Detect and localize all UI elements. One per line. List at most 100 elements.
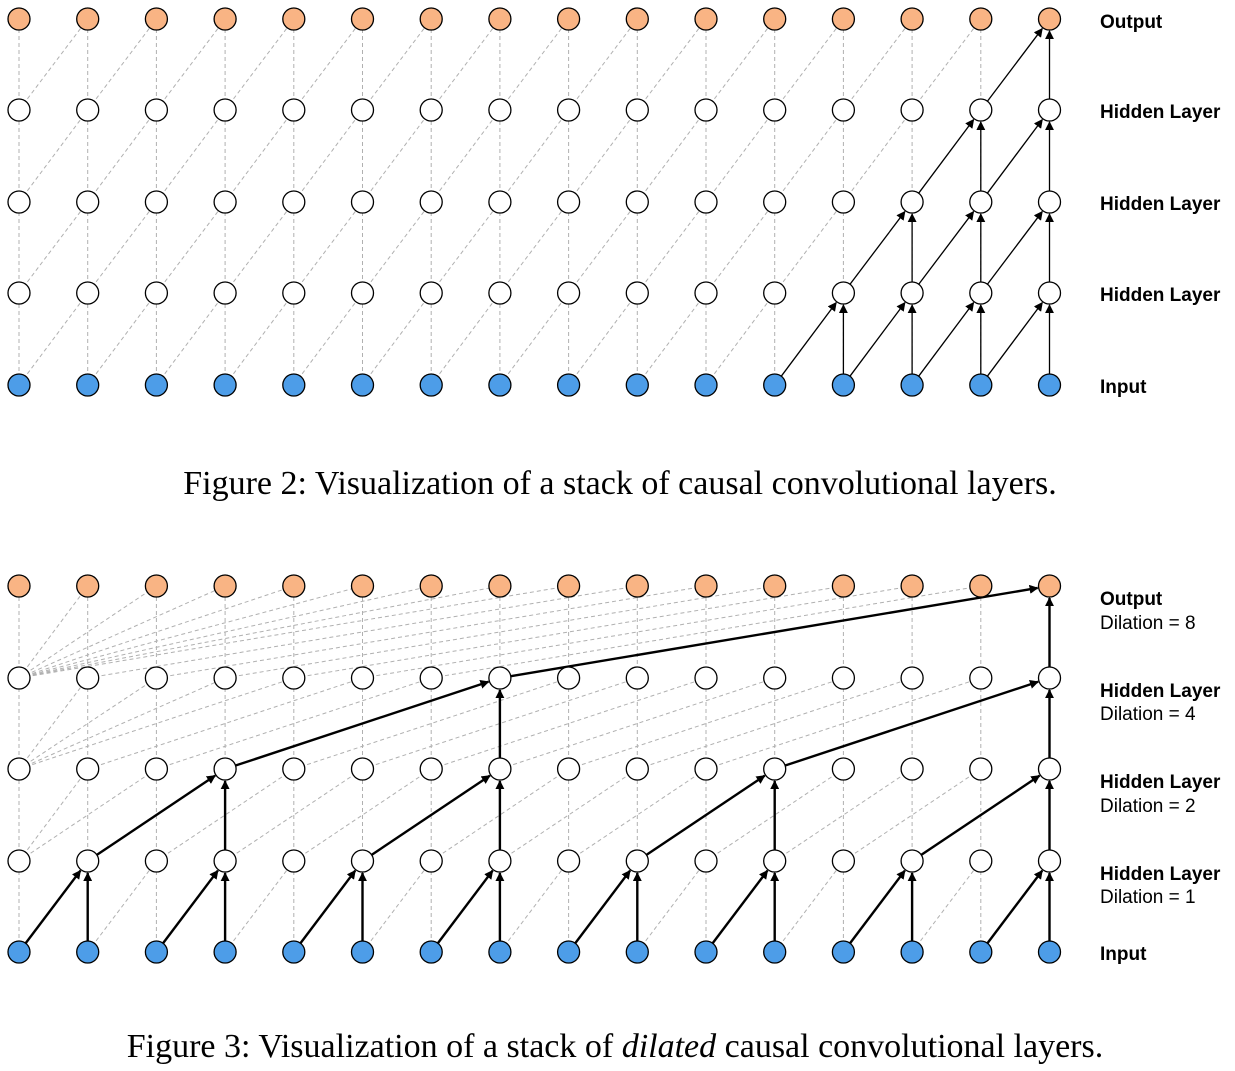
figure-3-receptive-field-arrows [24,584,1054,944]
fig3-node-hidden-1 [831,849,856,873]
fig2-dash-diagonal [18,18,89,111]
fig3-node-output [900,574,924,598]
fig2-dash-diagonal [636,109,707,203]
fig3-node-input [76,940,100,964]
fig3-node-hidden-3 [213,666,237,690]
fig3-node-input [7,940,31,964]
fig2-dash-diagonal [499,292,570,386]
fig2-node-output [694,7,718,31]
fig3-arrow [574,869,632,944]
fig3-node-hidden-1 [556,849,581,873]
fig2-dash-diagonal [18,109,89,203]
fig3-node-hidden-2 [488,757,512,781]
fig2-node-hidden-2 [900,190,924,214]
fig3-arrow [24,869,82,944]
fig3-dilation-hidden-1: Dilation = 1 [1100,887,1196,908]
fig3-node-hidden-3 [900,666,924,690]
fig2-dash-diagonal [705,109,776,203]
fig2-arrow [780,301,837,377]
fig3-dash-diagonal [18,677,226,770]
fig3-arrow [510,584,1039,678]
fig3-node-output [144,574,169,598]
fig3-label-input: Input [1100,944,1147,965]
fig2-dash-diagonal [293,292,363,386]
fig2-node-hidden-1 [694,281,718,305]
fig2-node-hidden-3 [7,98,31,122]
fig2-node-input [419,373,443,397]
fig2-node-hidden-3 [144,98,169,122]
fig2-node-hidden-1 [625,281,649,305]
fig3-dash-diagonal [156,677,432,770]
fig3-node-hidden-1 [144,849,169,873]
fig2-node-output [900,7,924,31]
fig3-node-hidden-2 [282,757,306,781]
fig3-node-hidden-2 [831,757,856,781]
fig2-node-hidden-2 [763,190,787,214]
fig2-node-hidden-3 [625,98,649,122]
fig2-arrow [986,210,1043,285]
fig3-node-input [282,940,306,964]
fig2-node-hidden-3 [556,98,581,122]
fig2-dash-diagonal [18,292,89,386]
fig2-dash-diagonal [705,18,776,111]
fig3-dash-diagonal [18,585,294,679]
fig2-node-hidden-2 [7,190,31,214]
fig3-node-input [969,940,993,964]
fig3-label-hidden-2: Hidden Layer [1100,772,1221,793]
fig3-dash-diagonal [705,677,981,770]
figure-3-layer-labels: Output Dilation = 8 Hidden Layer Dilatio… [1100,589,1221,965]
fig2-node-hidden-3 [76,98,100,122]
fig3-node-hidden-2 [144,757,169,781]
fig2-node-input [350,373,375,397]
fig2-node-hidden-1 [213,281,237,305]
fig2-arrow [849,210,906,285]
fig2-node-input [7,373,31,397]
fig3-dash-diagonal [636,860,707,953]
fig2-dash-diagonal [705,201,776,294]
fig3-dash-diagonal [87,677,363,770]
fig2-dash-diagonal [362,109,432,203]
fig3-dash-diagonal [637,677,913,770]
fig3-arrow [849,869,906,944]
fig3-arrow [711,869,769,944]
fig3-node-hidden-1 [900,849,924,873]
fig2-node-hidden-1 [900,281,924,305]
fig3-node-hidden-1 [763,849,787,873]
fig2-dash-diagonal [636,201,707,294]
fig3-node-hidden-1 [625,849,649,873]
fig2-node-input [1037,373,1062,397]
fig2-dash-diagonal [774,109,844,203]
fig3-dash-diagonal [362,585,913,679]
fig3-arrow [162,869,219,944]
fig3-node-hidden-1 [282,849,306,873]
fig3-node-hidden-2 [763,757,787,781]
fig2-dash-diagonal [87,109,157,203]
fig3-dash-diagonal [568,677,844,770]
fig2-arrow [918,210,975,285]
fig3-node-hidden-2 [556,757,581,781]
fig3-arrow [96,774,216,856]
fig2-node-hidden-2 [556,190,581,214]
fig2-node-input [76,373,100,397]
fig2-label-hidden-1: Hidden Layer [1100,285,1221,306]
fig2-node-input [969,373,993,397]
fig2-dash-diagonal [911,18,982,111]
fig2-node-hidden-3 [350,98,375,122]
fig3-node-input [144,940,169,964]
fig3-node-input [350,940,375,964]
fig3-dash-diagonal [18,768,89,862]
fig3-dash-diagonal [911,860,982,953]
fig3-node-hidden-3 [144,666,169,690]
fig3-node-hidden-1 [419,849,443,873]
fig3-node-output [969,574,993,598]
fig3-node-output [282,574,306,598]
fig2-node-hidden-1 [488,281,512,305]
fig3-node-hidden-3 [419,666,443,690]
fig2-dash-diagonal [87,18,157,111]
fig2-dash-diagonal [87,201,157,294]
fig3-dash-diagonal [225,585,775,679]
fig2-node-hidden-2 [350,190,375,214]
fig2-node-hidden-1 [350,281,375,305]
fig3-node-output [763,574,787,598]
fig2-dash-diagonal [224,201,295,294]
